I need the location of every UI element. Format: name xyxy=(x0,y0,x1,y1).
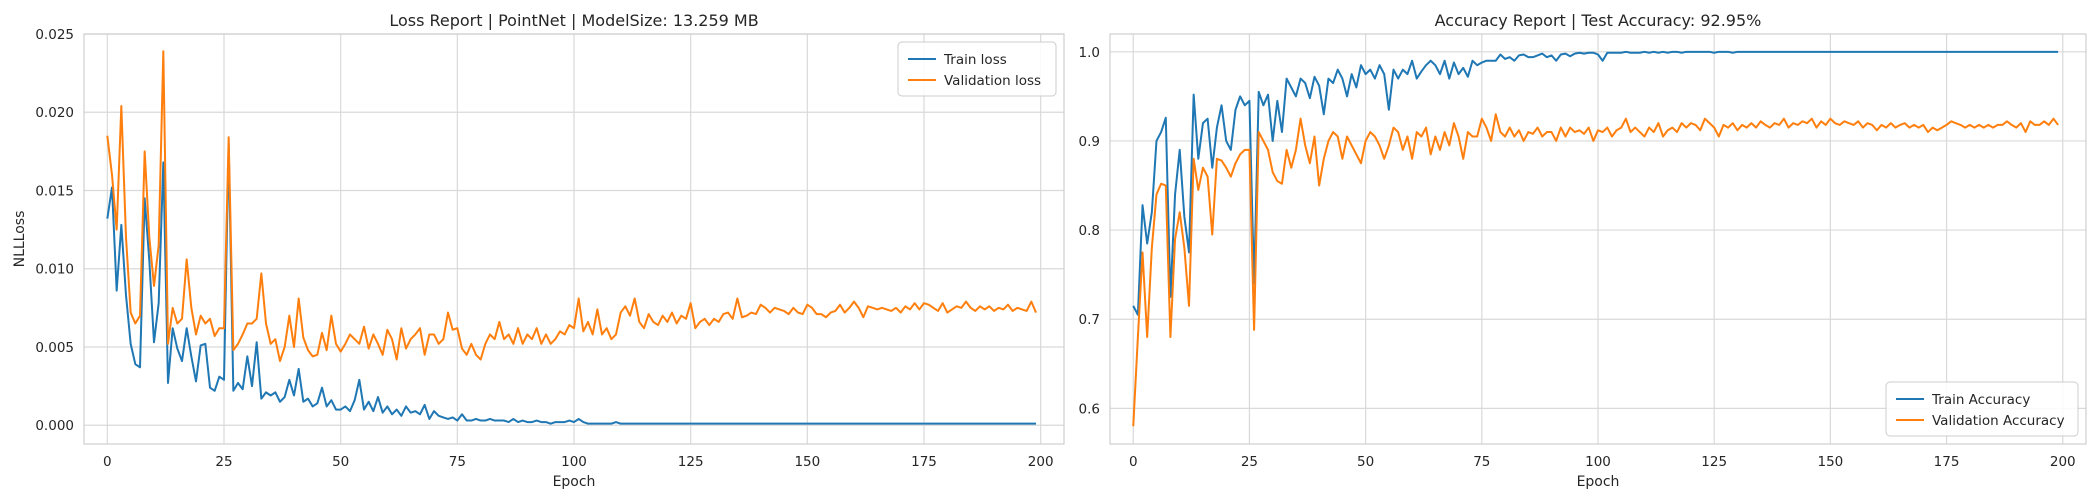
y-tick-label: 0.000 xyxy=(35,418,74,434)
x-axis-label: Epoch xyxy=(1577,474,1620,490)
chart-panel-loss: 0 25 50 75 100 125 150 175 200 0.000 0.005 0.010 0.0… xyxy=(12,11,1065,490)
plot-frame xyxy=(83,33,1065,445)
x-tick-label: 175 xyxy=(1934,454,1960,470)
series-lines xyxy=(1132,50,2059,427)
series-line-train-accuracy xyxy=(1132,50,2059,316)
y-tick-label: 0.010 xyxy=(35,262,74,278)
y-tick-label: 0.015 xyxy=(35,183,74,199)
y-axis-label: NLLLoss xyxy=(12,211,28,268)
y-tick-label: 0.7 xyxy=(1079,312,1100,328)
chart-panel-accuracy: 0 25 50 75 100 125 150 175 200 0.6 0.7 0.8 0.9 1.0 Acc… xyxy=(1079,11,2087,490)
x-tick-label: 0 xyxy=(103,454,112,470)
series-lines xyxy=(106,50,1037,425)
legend-label: Train Accuracy xyxy=(1931,392,2030,408)
x-tick-label: 175 xyxy=(911,454,937,470)
y-tick-label: 0.025 xyxy=(35,27,74,43)
plot-frame xyxy=(1109,33,2087,445)
x-tick-label: 125 xyxy=(678,454,704,470)
x-tick-label: 75 xyxy=(449,454,466,470)
x-tick-label: 125 xyxy=(1701,454,1727,470)
legend-box xyxy=(1885,381,2079,437)
x-tick-label: 150 xyxy=(1817,454,1843,470)
x-tick-label: 25 xyxy=(215,454,232,470)
legend: Train loss Validation loss xyxy=(897,41,1057,97)
legend-label: Validation Accuracy xyxy=(1932,413,2065,429)
y-tick-label: 0.6 xyxy=(1079,401,1100,417)
x-tick-label: 200 xyxy=(1028,454,1054,470)
y-tick-label: 0.005 xyxy=(35,340,74,356)
x-tick-label: 75 xyxy=(1473,454,1490,470)
legend-box xyxy=(897,41,1057,97)
series-line-validation-loss xyxy=(106,50,1037,363)
chart-title: Loss Report | PointNet | ModelSize: 13.2… xyxy=(389,11,758,30)
legend: Train Accuracy Validation Accuracy xyxy=(1885,381,2079,437)
series-line-train-loss xyxy=(106,142,1036,425)
x-tick-label: 100 xyxy=(1585,454,1611,470)
chart-title: Accuracy Report | Test Accuracy: 92.95% xyxy=(1435,11,1762,30)
x-tick-label: 150 xyxy=(794,454,820,470)
y-tick-label: 0.9 xyxy=(1079,134,1100,150)
x-tick-label: 25 xyxy=(1241,454,1258,470)
legend-label: Validation loss xyxy=(944,73,1041,89)
y-tick-label: 0.8 xyxy=(1079,223,1100,239)
x-tick-label: 100 xyxy=(561,454,587,470)
y-tick-label: 0.020 xyxy=(35,105,74,121)
series-line-validation-accuracy xyxy=(1132,113,2059,427)
x-tick-label: 0 xyxy=(1129,454,1138,470)
x-tick-label: 50 xyxy=(332,454,349,470)
legend-label: Train loss xyxy=(943,52,1007,68)
y-tick-label: 1.0 xyxy=(1079,45,1100,61)
x-tick-label: 50 xyxy=(1357,454,1374,470)
x-axis-label: Epoch xyxy=(553,474,596,490)
x-tick-label: 200 xyxy=(2050,454,2076,470)
